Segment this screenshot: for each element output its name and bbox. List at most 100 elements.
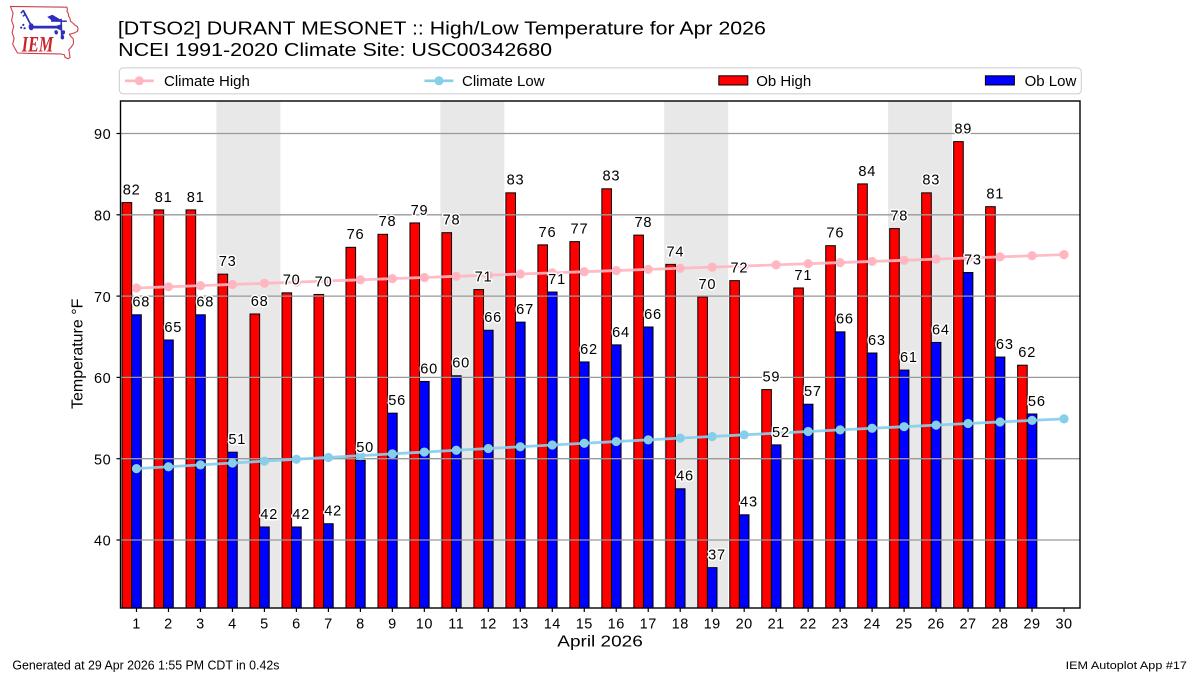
svg-text:70: 70	[315, 274, 333, 290]
svg-text:8: 8	[356, 616, 365, 632]
svg-text:62: 62	[580, 342, 598, 358]
svg-text:25: 25	[896, 616, 913, 632]
svg-text:6: 6	[292, 616, 301, 632]
svg-text:77: 77	[571, 222, 589, 238]
svg-text:83: 83	[922, 173, 940, 189]
svg-text:68: 68	[251, 294, 269, 310]
svg-text:37: 37	[708, 548, 726, 564]
svg-text:20: 20	[736, 616, 753, 632]
svg-text:50: 50	[94, 452, 111, 468]
svg-text:50: 50	[356, 440, 374, 456]
svg-text:12: 12	[480, 616, 497, 632]
svg-text:Climate Low: Climate Low	[462, 73, 545, 90]
svg-text:67: 67	[516, 302, 534, 318]
svg-text:19: 19	[704, 616, 721, 632]
svg-text:66: 66	[644, 307, 662, 323]
svg-text:2: 2	[164, 616, 173, 632]
svg-text:28: 28	[991, 616, 1008, 632]
svg-text:46: 46	[676, 469, 694, 485]
svg-text:64: 64	[612, 325, 630, 341]
svg-text:64: 64	[932, 322, 950, 338]
svg-text:17: 17	[640, 616, 657, 632]
svg-text:76: 76	[347, 227, 365, 243]
svg-text:56: 56	[388, 393, 406, 409]
svg-text:63: 63	[868, 333, 886, 349]
svg-text:1: 1	[132, 616, 141, 632]
svg-text:82: 82	[123, 182, 141, 198]
svg-text:9: 9	[388, 616, 397, 632]
svg-text:16: 16	[608, 616, 625, 632]
svg-text:71: 71	[794, 268, 812, 284]
svg-text:Temperature °F: Temperature °F	[70, 298, 87, 409]
svg-text:26: 26	[928, 616, 945, 632]
svg-text:73: 73	[964, 252, 982, 268]
svg-text:18: 18	[672, 616, 689, 632]
svg-text:11: 11	[448, 616, 464, 632]
svg-text:68: 68	[196, 295, 214, 311]
svg-text:42: 42	[324, 504, 342, 520]
svg-text:76: 76	[539, 225, 557, 241]
svg-text:Ob High: Ob High	[756, 73, 811, 90]
svg-text:78: 78	[379, 214, 397, 230]
svg-text:7: 7	[324, 616, 333, 632]
svg-text:5: 5	[260, 616, 269, 632]
svg-text:IEM: IEM	[21, 31, 54, 56]
svg-text:66: 66	[484, 310, 502, 326]
svg-text:27: 27	[959, 616, 976, 632]
svg-text:71: 71	[548, 272, 566, 288]
svg-text:89: 89	[954, 122, 972, 138]
svg-text:62: 62	[1018, 345, 1036, 361]
svg-text:90: 90	[94, 127, 111, 143]
svg-text:78: 78	[635, 215, 653, 231]
svg-text:51: 51	[228, 432, 246, 448]
svg-text:59: 59	[762, 369, 780, 385]
svg-text:60: 60	[94, 371, 111, 387]
svg-text:66: 66	[836, 312, 854, 328]
svg-text:43: 43	[740, 495, 758, 511]
svg-text:13: 13	[512, 616, 529, 632]
svg-text:81: 81	[986, 187, 1004, 203]
svg-text:10: 10	[416, 616, 433, 632]
svg-text:Ob Low: Ob Low	[1025, 73, 1077, 90]
svg-text:60: 60	[452, 356, 470, 372]
svg-text:83: 83	[507, 173, 525, 189]
svg-text:IEM Autoplot App #17: IEM Autoplot App #17	[1066, 660, 1187, 672]
svg-text:70: 70	[283, 273, 301, 289]
svg-text:79: 79	[411, 203, 429, 219]
svg-text:56: 56	[1028, 394, 1046, 410]
svg-text:63: 63	[996, 337, 1014, 353]
svg-text:78: 78	[443, 213, 461, 229]
svg-text:23: 23	[832, 616, 849, 632]
svg-text:Climate High: Climate High	[164, 73, 250, 90]
svg-text:15: 15	[576, 616, 593, 632]
svg-text:NCEI 1991-2020 Climate Site: U: NCEI 1991-2020 Climate Site: USC00342680	[118, 39, 552, 60]
svg-text:30: 30	[1055, 616, 1072, 632]
svg-text:42: 42	[260, 507, 278, 523]
svg-text:42: 42	[292, 507, 310, 523]
svg-text:40: 40	[94, 534, 111, 550]
svg-text:81: 81	[155, 190, 173, 206]
svg-text:65: 65	[164, 320, 182, 336]
svg-text:83: 83	[603, 169, 621, 185]
svg-text:52: 52	[772, 425, 790, 441]
svg-text:73: 73	[219, 254, 237, 270]
svg-text:84: 84	[858, 164, 876, 180]
svg-text:72: 72	[730, 261, 748, 277]
svg-text:78: 78	[890, 208, 908, 224]
svg-text:80: 80	[94, 209, 111, 225]
svg-text:4: 4	[228, 616, 237, 632]
svg-text:74: 74	[666, 244, 684, 260]
svg-text:81: 81	[187, 190, 205, 206]
svg-text:29: 29	[1023, 616, 1040, 632]
svg-text:70: 70	[94, 290, 111, 306]
svg-text:Generated at 29 Apr 2026 1:55: Generated at 29 Apr 2026 1:55 PM CDT in …	[12, 658, 279, 672]
svg-text:24: 24	[864, 616, 881, 632]
svg-text:21: 21	[768, 616, 785, 632]
svg-text:71: 71	[475, 269, 493, 285]
svg-text:70: 70	[698, 277, 716, 293]
svg-text:60: 60	[420, 361, 438, 377]
svg-text:14: 14	[544, 616, 561, 632]
svg-text:3: 3	[196, 616, 205, 632]
svg-text:68: 68	[132, 295, 150, 311]
svg-text:57: 57	[804, 384, 822, 400]
